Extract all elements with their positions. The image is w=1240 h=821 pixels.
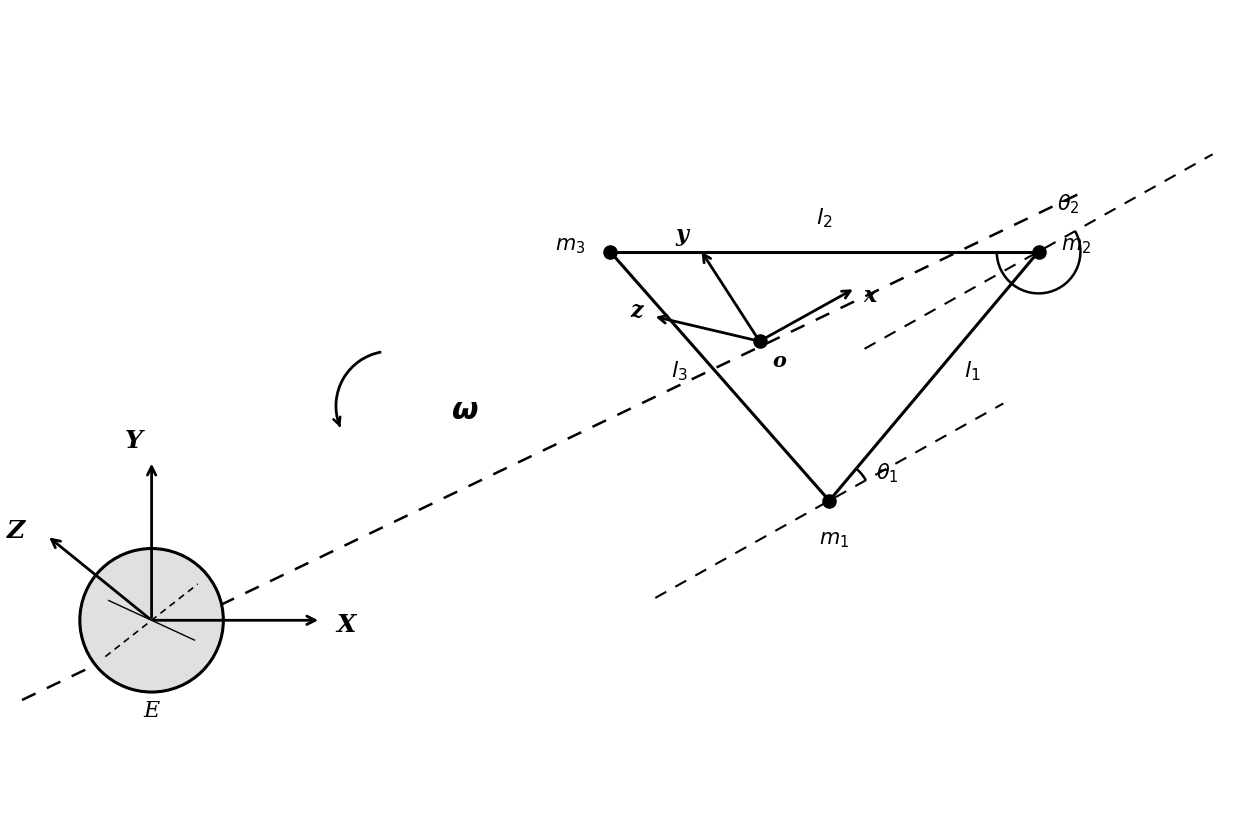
Text: E: E bbox=[144, 700, 160, 722]
Text: x: x bbox=[864, 285, 877, 307]
Text: $\boldsymbol{\omega}$: $\boldsymbol{\omega}$ bbox=[450, 396, 479, 426]
Text: Y: Y bbox=[125, 429, 143, 453]
Text: $l_2$: $l_2$ bbox=[816, 206, 832, 230]
Text: $m_1$: $m_1$ bbox=[820, 530, 849, 550]
Point bbox=[750, 335, 770, 348]
Text: z: z bbox=[631, 300, 644, 322]
Text: $\theta_1$: $\theta_1$ bbox=[875, 461, 899, 484]
Circle shape bbox=[79, 548, 223, 692]
Text: $l_3$: $l_3$ bbox=[671, 360, 688, 383]
Point bbox=[600, 245, 620, 258]
Text: $m_3$: $m_3$ bbox=[554, 236, 585, 256]
Text: $\theta_2$: $\theta_2$ bbox=[1058, 192, 1080, 215]
Point bbox=[1029, 245, 1049, 258]
Point bbox=[820, 494, 839, 507]
Text: $l_1$: $l_1$ bbox=[963, 360, 981, 383]
Text: X: X bbox=[336, 613, 356, 637]
Text: $m_2$: $m_2$ bbox=[1060, 236, 1091, 256]
Text: y: y bbox=[676, 224, 688, 246]
Text: Z: Z bbox=[6, 519, 25, 543]
Text: o: o bbox=[773, 351, 786, 371]
